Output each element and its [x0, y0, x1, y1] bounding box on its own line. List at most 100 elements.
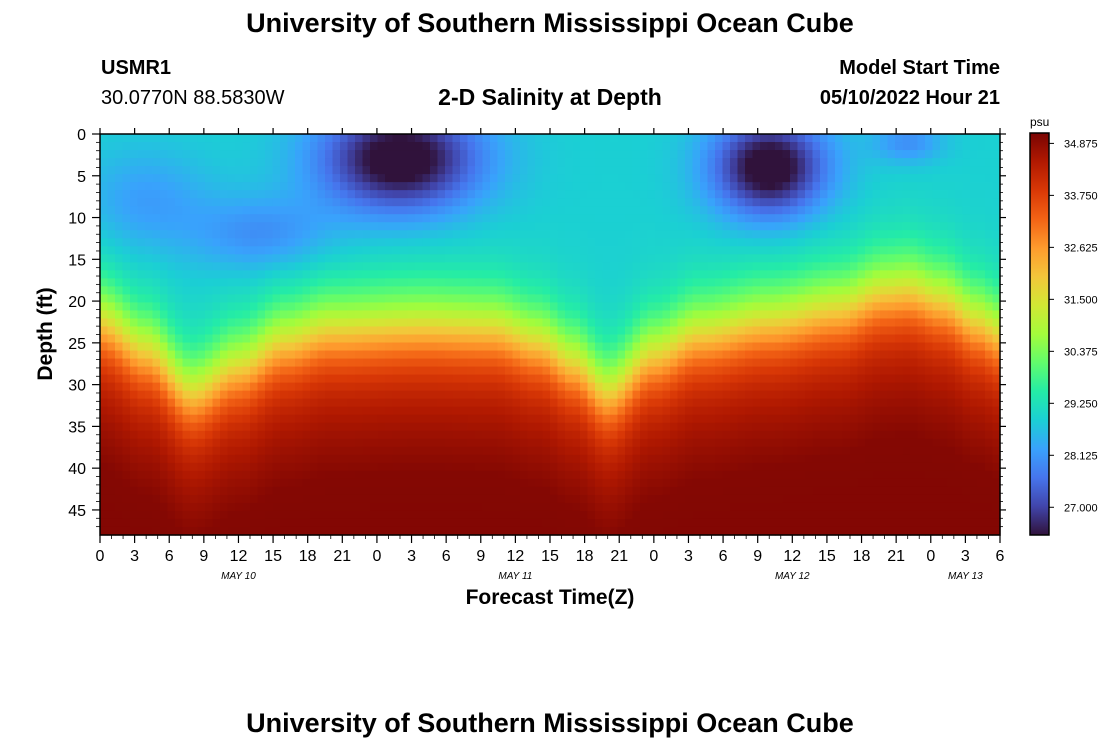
- heatmap-cell: [827, 270, 836, 279]
- heatmap-cell: [527, 454, 536, 464]
- heatmap-cell: [730, 414, 739, 424]
- heatmap-cell: [460, 222, 469, 231]
- heatmap-cell: [130, 406, 139, 416]
- heatmap-cell: [445, 318, 454, 328]
- heatmap-cell: [280, 294, 289, 304]
- heatmap-cell: [670, 318, 679, 328]
- heatmap-cell: [505, 374, 514, 384]
- heatmap-cell: [490, 502, 499, 512]
- heatmap-cell: [730, 278, 739, 287]
- heatmap-cell: [782, 510, 791, 520]
- heatmap-cell: [220, 478, 229, 488]
- heatmap-cell: [475, 382, 484, 392]
- heatmap-cell: [257, 486, 266, 496]
- heatmap-cell: [535, 446, 544, 456]
- heatmap-cell: [317, 430, 326, 440]
- heatmap-cell: [512, 310, 521, 320]
- heatmap-cell: [325, 486, 334, 496]
- heatmap-cell: [415, 502, 424, 512]
- heatmap-cell: [160, 398, 169, 408]
- heatmap-cell: [272, 254, 281, 263]
- heatmap-cell: [670, 238, 679, 247]
- heatmap-cell: [677, 454, 686, 464]
- heatmap-cell: [557, 374, 566, 384]
- heatmap-cell: [647, 182, 656, 191]
- heatmap-cell: [670, 214, 679, 223]
- heatmap-cell: [715, 486, 724, 496]
- heatmap-cell: [280, 406, 289, 416]
- heatmap-cell: [377, 230, 386, 239]
- heatmap-cell: [205, 294, 214, 304]
- heatmap-cell: [122, 398, 131, 408]
- heatmap-cell: [377, 278, 386, 287]
- heatmap-cell: [205, 150, 214, 159]
- heatmap-cell: [250, 134, 259, 143]
- heatmap-cell: [535, 518, 544, 528]
- heatmap-cell: [325, 318, 334, 328]
- heatmap-cell: [205, 422, 214, 432]
- heatmap-cell: [235, 470, 244, 480]
- heatmap-cell: [235, 478, 244, 488]
- heatmap-cell: [287, 374, 296, 384]
- heatmap-cell: [482, 198, 491, 207]
- heatmap-cell: [250, 438, 259, 448]
- heatmap-cell: [782, 150, 791, 159]
- heatmap-cell: [272, 438, 281, 448]
- heatmap-cell: [392, 198, 401, 207]
- heatmap-cell: [220, 206, 229, 215]
- heatmap-cell: [220, 366, 229, 376]
- heatmap-cell: [220, 518, 229, 528]
- heatmap-cell: [377, 206, 386, 215]
- heatmap-cell: [190, 302, 199, 312]
- heatmap-cell: [775, 270, 784, 279]
- heatmap-cell: [167, 350, 176, 360]
- heatmap-cell: [512, 406, 521, 416]
- heatmap-cell: [610, 230, 619, 239]
- heatmap-cell: [475, 510, 484, 520]
- heatmap-cell: [722, 230, 731, 239]
- heatmap-cell: [580, 174, 589, 183]
- heatmap-cell: [430, 166, 439, 175]
- heatmap-cell: [242, 478, 251, 488]
- heatmap-cell: [182, 414, 191, 424]
- heatmap-cell: [212, 374, 221, 384]
- heatmap-cell: [790, 238, 799, 247]
- heatmap-cell: [707, 150, 716, 159]
- heatmap-cell: [212, 406, 221, 416]
- heatmap-cell: [602, 518, 611, 528]
- heatmap-cell: [325, 422, 334, 432]
- heatmap-cell: [460, 294, 469, 304]
- heatmap-cell: [130, 246, 139, 255]
- heatmap-cell: [640, 414, 649, 424]
- heatmap-cell: [100, 438, 109, 448]
- heatmap-cell: [460, 526, 469, 536]
- heatmap-cell: [182, 254, 191, 263]
- heatmap-cell: [400, 366, 409, 376]
- heatmap-cell: [535, 470, 544, 480]
- heatmap-cell: [767, 134, 776, 143]
- heatmap-cell: [722, 278, 731, 287]
- heatmap-cell: [175, 526, 184, 536]
- heatmap-cell: [655, 366, 664, 376]
- heatmap-cell: [317, 302, 326, 312]
- heatmap-cell: [460, 470, 469, 480]
- heatmap-cell: [692, 190, 701, 199]
- heatmap-cell: [760, 222, 769, 231]
- heatmap-cell: [745, 462, 754, 472]
- heatmap-cell: [145, 270, 154, 279]
- heatmap-cell: [347, 406, 356, 416]
- heatmap-cell: [302, 494, 311, 504]
- heatmap-cell: [677, 278, 686, 287]
- heatmap-cell: [625, 438, 634, 448]
- heatmap-cell: [467, 302, 476, 312]
- heatmap-cell: [220, 446, 229, 456]
- heatmap-cell: [775, 190, 784, 199]
- heatmap-cell: [685, 414, 694, 424]
- heatmap-cell: [475, 358, 484, 368]
- heatmap-cell: [167, 182, 176, 191]
- heatmap-cell: [122, 310, 131, 320]
- heatmap-cell: [340, 270, 349, 279]
- heatmap-cell: [347, 230, 356, 239]
- heatmap-cell: [497, 294, 506, 304]
- heatmap-cell: [700, 150, 709, 159]
